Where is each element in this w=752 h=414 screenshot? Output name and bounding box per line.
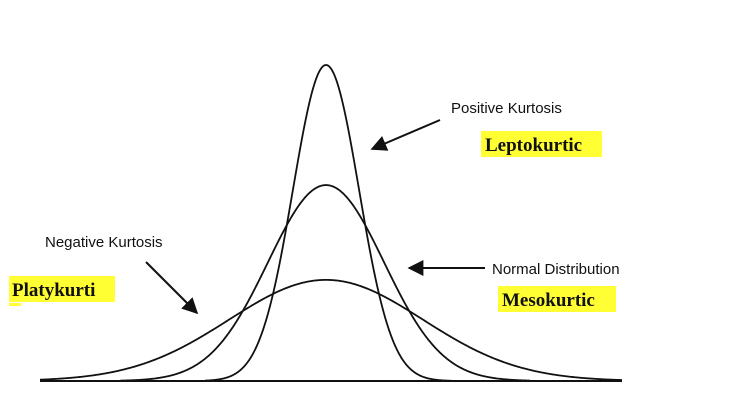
- leptokurtic-highlight: [481, 131, 602, 157]
- leptokurtic-label: Leptokurtic: [485, 135, 582, 156]
- platykurtic-label: Platykurti: [12, 280, 95, 301]
- negative-kurtosis-arrow: [145, 261, 199, 315]
- platykurtic-highlight: [9, 276, 115, 302]
- leptokurtic-curve: [204, 64, 453, 382]
- positive-kurtosis-label: Positive Kurtosis: [451, 100, 562, 117]
- mesokurtic-label: Mesokurtic: [502, 290, 595, 311]
- negative-kurtosis-label: Negative Kurtosis: [45, 234, 163, 251]
- mesokurtic-curve: [119, 184, 531, 382]
- normal-distribution-label: Normal Distribution: [492, 261, 620, 278]
- mesokurtic-highlight: [498, 286, 616, 312]
- positive-kurtosis-arrow: [370, 119, 441, 151]
- platykurtic-curve: [39, 278, 623, 381]
- platykurtic-underline-mark: [9, 303, 21, 306]
